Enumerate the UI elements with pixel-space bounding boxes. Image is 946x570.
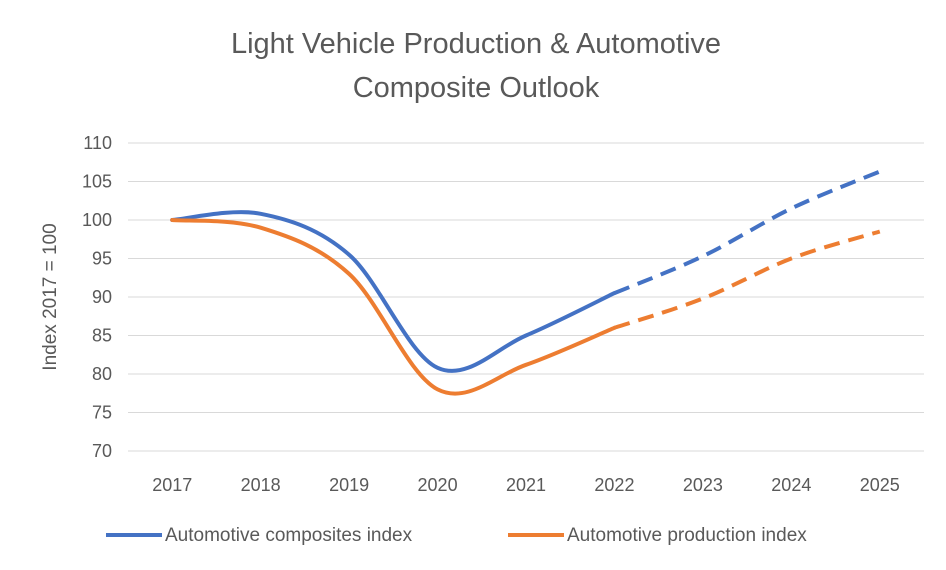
x-tick-label: 2019	[329, 475, 369, 495]
y-tick-label: 75	[92, 403, 112, 423]
y-axis-label: Index 2017 = 100	[40, 223, 61, 370]
y-tick-label: 105	[82, 172, 112, 192]
series-2-forecast-line	[613, 229, 881, 330]
y-tick-label: 100	[82, 210, 112, 230]
y-tick-label: 85	[92, 326, 112, 346]
x-tick-label: 2018	[241, 475, 281, 495]
grid-lines	[128, 142, 924, 452]
x-tick-label: 2022	[594, 475, 634, 495]
series-2-actual-line	[170, 218, 617, 396]
y-tick-label: 110	[83, 133, 112, 153]
x-tick-label: 2017	[152, 475, 192, 495]
series-1-forecast-line	[613, 169, 881, 295]
x-tick-label: 2024	[771, 475, 811, 495]
x-tick-label: 2023	[683, 475, 723, 495]
x-tick-label: 2021	[506, 475, 546, 495]
series-lines	[170, 169, 881, 396]
legend-label-1: Automotive composites index	[165, 525, 413, 546]
x-tick-label: 2025	[860, 475, 900, 495]
y-tick-label: 95	[92, 249, 112, 269]
legend-label-2: Automotive production index	[567, 525, 807, 546]
series-1-actual-line	[170, 210, 617, 373]
x-tick-label: 2020	[418, 475, 458, 495]
chart-title-line-2: Composite Outlook	[353, 72, 600, 104]
y-tick-label: 70	[92, 441, 112, 461]
chart-title-line-1: Light Vehicle Production & Automotive	[231, 28, 721, 60]
y-tick-label: 80	[92, 364, 112, 384]
legend: Automotive composites index Automotive pr…	[106, 525, 807, 546]
y-axis-ticks: 70 75 80 85 90 95 100 105 110	[82, 133, 112, 461]
x-axis-ticks: 2017 2018 2019 2020 2021 2022 2023 2024 2025	[152, 475, 900, 495]
y-tick-label: 90	[92, 287, 112, 307]
